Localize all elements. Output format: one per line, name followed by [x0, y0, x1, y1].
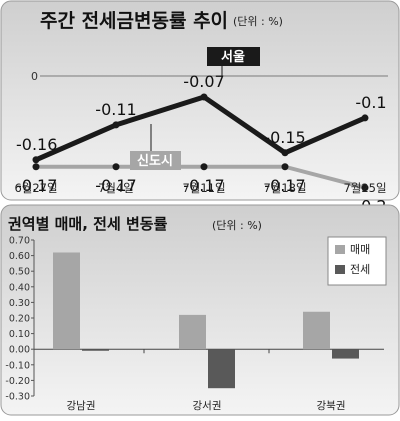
line-point-0-2 [201, 94, 208, 101]
line-point-1-2 [201, 163, 208, 170]
line-point-0-4 [362, 114, 369, 121]
bar-y-tick-label-8: -0.10 [5, 360, 30, 371]
line-data-label-0-1: -0.11 [95, 100, 136, 119]
line-point-0-3 [282, 149, 289, 156]
line-x-tick-label-1: 7월4일 [98, 181, 134, 195]
bar-1-0 [82, 349, 109, 351]
bar-0-1 [179, 315, 206, 349]
bar-chart-title: 권역별 매매, 전세 변동률 [8, 215, 168, 233]
line-point-0-0 [33, 156, 40, 163]
bar-1-2 [332, 349, 359, 358]
bar-y-tick-label-5: 0.20 [9, 314, 30, 325]
line-x-tick-label-3: 7월18일 [263, 181, 306, 195]
legend-sale-label: 매매 [350, 243, 370, 256]
legend-jeonse-swatch [335, 265, 345, 274]
line-point-1-3 [282, 163, 289, 170]
line-point-0-1 [113, 121, 120, 128]
bar-x-tick-label-1: 강서권 [193, 400, 222, 412]
bar-0-0 [53, 252, 80, 349]
line-chart-unit: (단위 : %) [233, 15, 283, 28]
legend-seoul-label: 서울 [221, 49, 245, 65]
bar-y-tick-label-9: -0.20 [5, 376, 30, 387]
bar-y-tick-label-6: 0.10 [9, 329, 30, 340]
legend-sale-swatch [335, 245, 345, 254]
bar-chart-unit: (단위 : %) [212, 219, 262, 232]
bar-y-tick-label-0: 0.70 [9, 236, 30, 247]
line-chart-title: 주간 전세금변동률 추이 [40, 10, 228, 32]
line-chart-zero-label: 0 [31, 70, 38, 83]
bar-x-tick-label-0: 강남권 [67, 400, 96, 412]
legend-jeonse-label: 전세 [350, 263, 370, 276]
bar-x-tick-label-2: 강북권 [317, 400, 346, 412]
bar-y-tick-label-1: 0.60 [9, 251, 30, 262]
bar-y-tick-label-7: 0.00 [9, 345, 30, 356]
line-x-tick-label-4: 7월25일 [343, 181, 386, 195]
line-data-label-0-2: -0.07 [183, 72, 224, 91]
bar-0-2 [303, 312, 330, 349]
line-data-label-0-0: -0.16 [16, 135, 57, 154]
line-data-label-0-4: -0.1 [355, 93, 386, 112]
line-point-1-0 [33, 163, 40, 170]
bar-y-tick-label-4: 0.30 [9, 298, 30, 309]
bar-y-tick-label-3: 0.40 [9, 282, 30, 293]
bar-y-tick-label-2: 0.50 [9, 267, 30, 278]
bar-1-1 [208, 349, 235, 388]
line-point-1-1 [113, 163, 120, 170]
line-x-tick-label-0: 6월27일 [14, 181, 57, 195]
legend-newtown-label: 신도시 [137, 154, 173, 169]
line-data-label-0-3: -0.15 [264, 128, 305, 147]
line-x-tick-label-2: 7월11일 [182, 181, 225, 195]
bar-y-tick-label-10: -0.30 [5, 392, 30, 403]
